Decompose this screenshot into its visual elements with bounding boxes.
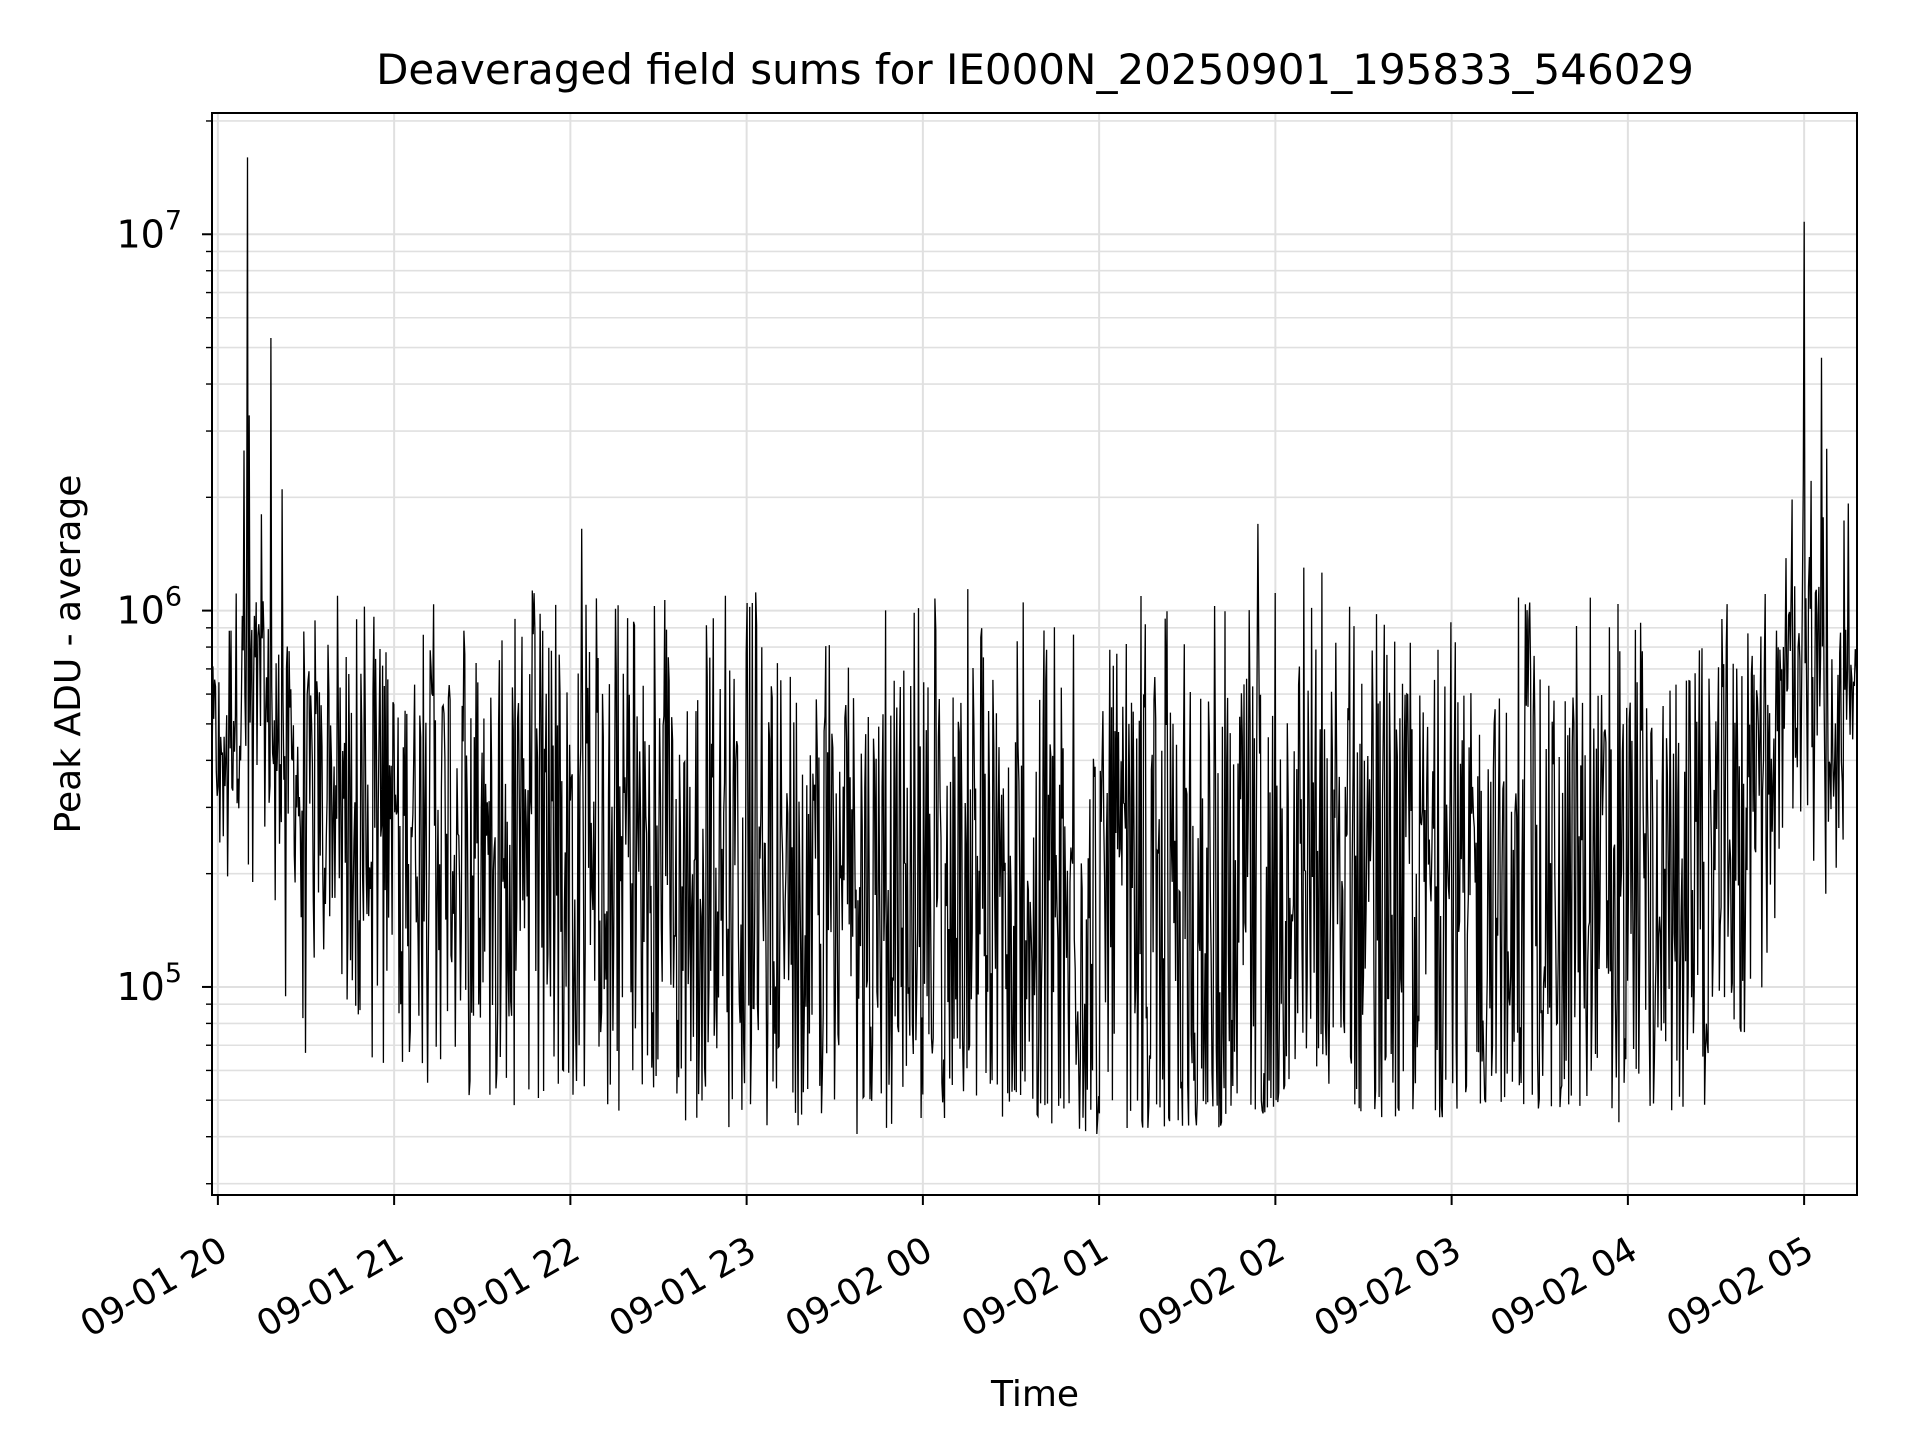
x-tick-label: 09-01 20: [74, 1229, 235, 1345]
x-tick-label: 09-01 23: [602, 1229, 763, 1345]
y-tick-label: 107: [116, 205, 182, 256]
y-tick-exponent: 5: [165, 958, 182, 989]
x-tick-label: 09-02 02: [1131, 1229, 1292, 1345]
x-axis-label: Time: [990, 1374, 1079, 1415]
x-tick-label: 09-02 04: [1484, 1229, 1645, 1345]
plot-frame: [211, 112, 1858, 1196]
y-tick-base: 10: [116, 965, 164, 1009]
y-tick-label: 105: [116, 958, 182, 1009]
chart-title: Deaveraged field sums for IE000N_2025090…: [376, 45, 1694, 94]
x-tick-label: 09-01 21: [250, 1229, 411, 1345]
y-axis-label: Peak ADU - average: [48, 475, 89, 834]
series-path: [211, 157, 1858, 1135]
x-tick-label: 09-02 03: [1307, 1229, 1468, 1345]
grid-lines: [212, 113, 1857, 1195]
y-tick-base: 10: [116, 589, 164, 633]
x-tick-label: 09-02 00: [779, 1229, 940, 1345]
x-tick-label: 09-01 22: [426, 1229, 587, 1345]
y-tick-exponent: 6: [165, 582, 182, 613]
x-tick-label: 09-02 01: [955, 1229, 1116, 1345]
y-tick-base: 10: [116, 212, 164, 256]
series-line: [211, 157, 1858, 1135]
x-tick-label: 09-02 05: [1660, 1229, 1821, 1345]
y-tick-label: 106: [116, 582, 182, 633]
y-tick-exponent: 7: [165, 205, 182, 236]
x-axis: 09-01 20 09-01 21 09-01 22 09-01 23 09-02 00…: [74, 1195, 1821, 1346]
